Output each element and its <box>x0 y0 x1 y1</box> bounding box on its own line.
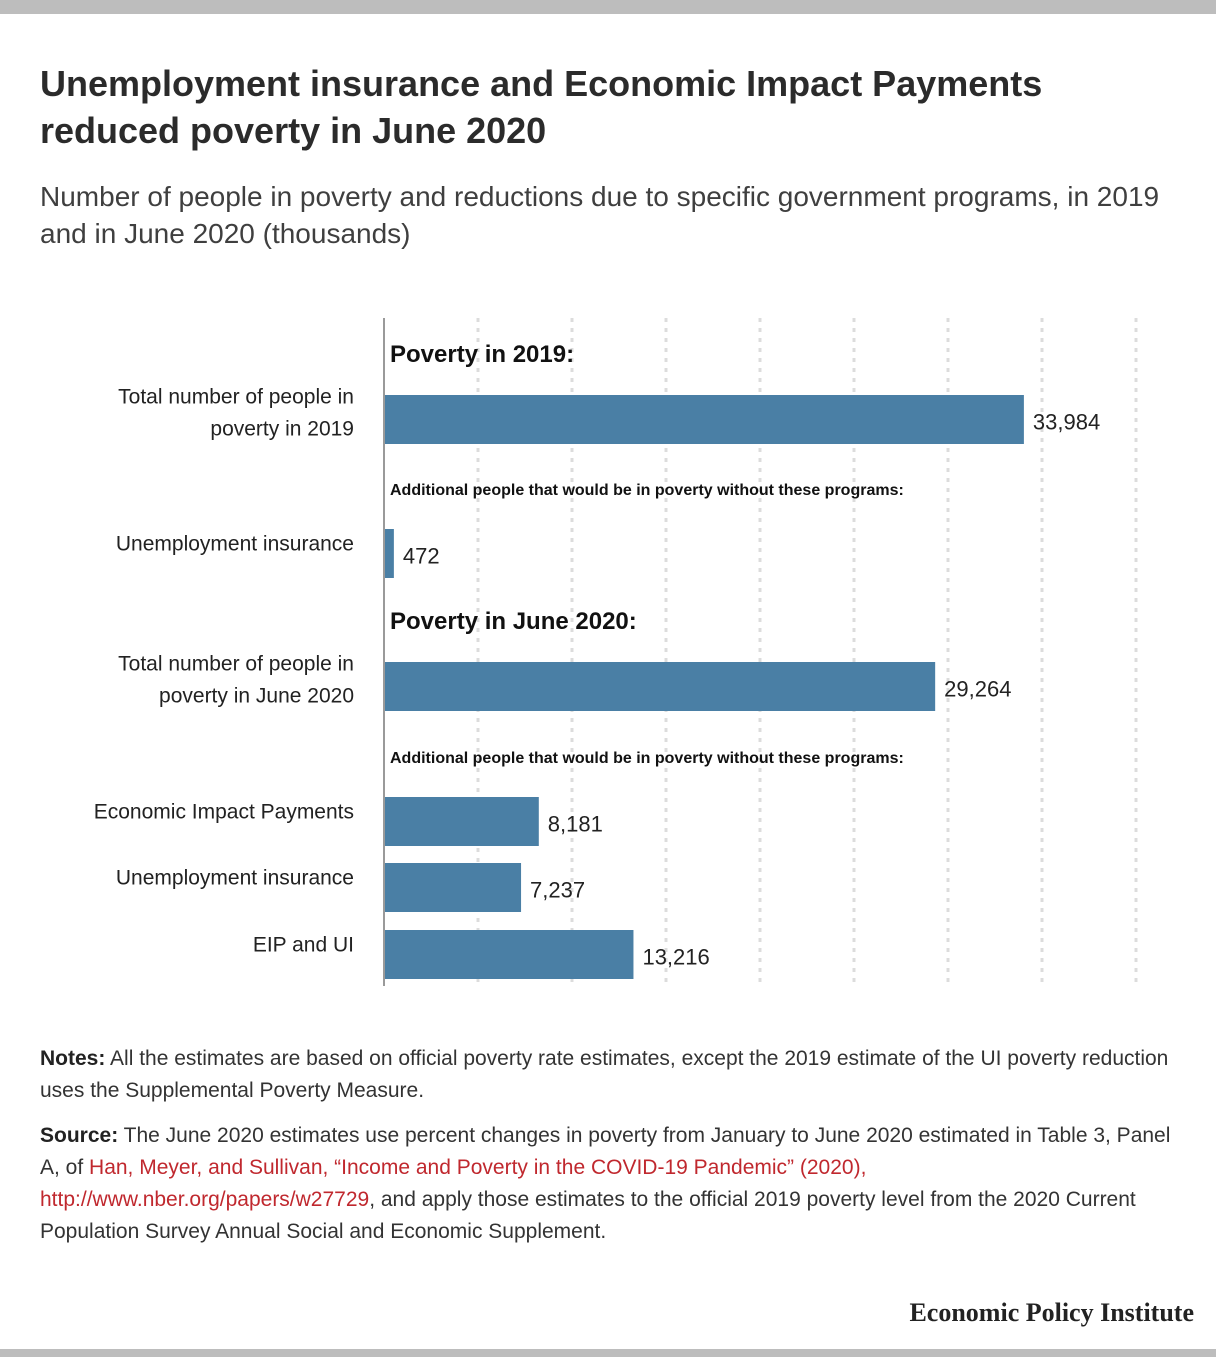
category-label: Total number of people in poverty in 2019 <box>118 386 354 441</box>
value-label: 13,216 <box>642 945 709 970</box>
bar <box>385 395 1024 444</box>
category-label-line: Unemployment insurance <box>116 867 354 890</box>
value-label: 472 <box>403 544 440 569</box>
category-label: EIP and UI <box>253 934 354 957</box>
bar-chart: Poverty in 2019: Additional people that w… <box>94 318 1138 986</box>
section-heading: Poverty in 2019: <box>390 341 574 368</box>
section-heading: Additional people that would be in pover… <box>390 482 904 499</box>
notes-label: Notes: <box>40 1047 106 1070</box>
value-label: 29,264 <box>944 677 1011 702</box>
category-label-line: Economic Impact Payments <box>94 801 354 824</box>
section-heading: Additional people that would be in pover… <box>390 750 904 767</box>
value-label: 33,984 <box>1033 410 1100 435</box>
notes-text: All the estimates are based on official … <box>40 1047 1169 1102</box>
source-link[interactable]: Han, Meyer, and Sullivan, “Income and Po… <box>40 1156 867 1211</box>
bar <box>385 797 539 846</box>
bar <box>385 662 936 711</box>
chart-subtitle: Number of people in poverty and reductio… <box>40 181 1160 249</box>
category-label-line: poverty in 2019 <box>210 418 354 441</box>
category-label: Economic Impact Payments <box>94 801 354 824</box>
brand-logo-text: Economic Policy Institute <box>909 1298 1194 1327</box>
bottom-rule <box>0 1349 1216 1357</box>
top-rule <box>0 0 1216 14</box>
source-text-before: The June 2020 estimates use percent chan… <box>40 1124 1171 1179</box>
value-label: 8,181 <box>548 812 603 837</box>
bar <box>385 529 394 578</box>
category-label: Total number of people in poverty in June… <box>118 653 354 708</box>
category-label-line: poverty in June 2020 <box>159 685 354 708</box>
category-label: Unemployment insurance <box>116 533 354 556</box>
category-label-line: Total number of people in <box>118 653 354 676</box>
chart-title: Unemployment insurance and Economic Impa… <box>40 63 1043 151</box>
category-label: Unemployment insurance <box>116 867 354 890</box>
section-heading: Poverty in June 2020: <box>390 608 637 635</box>
source-label: Source: <box>40 1124 119 1147</box>
category-label-line: Unemployment insurance <box>116 533 354 556</box>
category-label-line: Total number of people in <box>118 386 354 409</box>
bar <box>385 930 634 979</box>
chart-notes: Notes: All the estimates are based on of… <box>40 1043 1180 1107</box>
value-label: 7,237 <box>530 878 585 903</box>
source-text-after: , and apply those estimates to the offic… <box>40 1188 1136 1243</box>
chart-source: Source: The June 2020 estimates use perc… <box>40 1120 1180 1248</box>
bar <box>385 863 522 912</box>
category-label-line: EIP and UI <box>253 934 354 957</box>
